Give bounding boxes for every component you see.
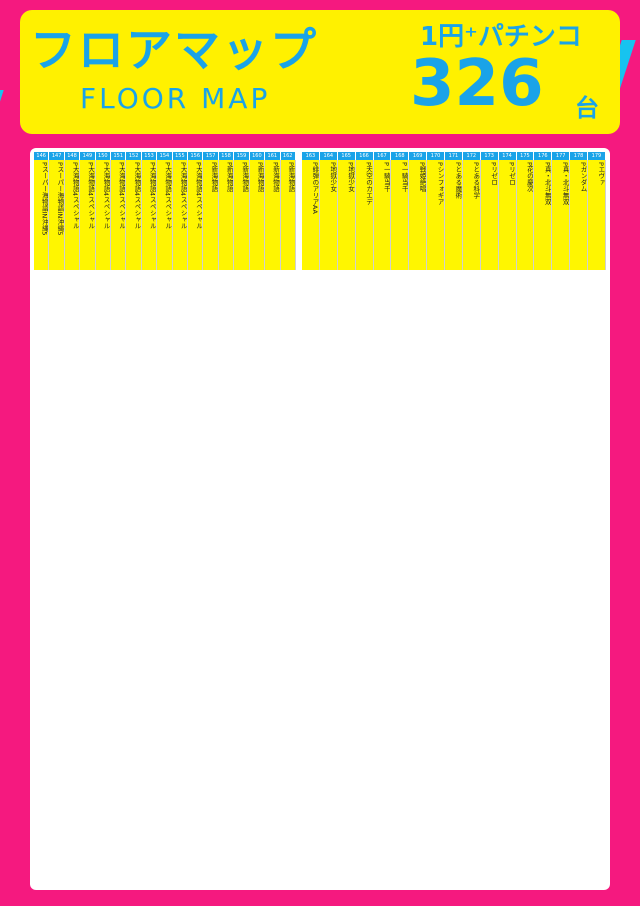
machine-count-unit: 台 (575, 94, 599, 122)
machine-label: Pスーパー海物語IN沖縄5 (34, 160, 50, 270)
machine-number-row: 163 164 165 166 167 168 169 170 171 172 173 174 175 1… (302, 152, 606, 160)
header-banner (20, 10, 620, 134)
machine-number: 169 (409, 152, 428, 160)
machine-count: 326 (410, 47, 544, 121)
machine-number: 149 (80, 152, 96, 160)
machine-label: P大海物語4スペシャル (126, 160, 142, 270)
machine-number: 177 (552, 152, 571, 160)
machine-number: 153 (141, 152, 158, 160)
machine-label: P新海物語 (281, 160, 296, 270)
machine-number-row: 146 147 148 149 150 151 152 153 154 155 156 157 158 1… (34, 152, 296, 160)
machine-number: 155 (172, 152, 189, 160)
machine-number: 147 (49, 152, 65, 160)
machine-label: Pスーパー海物語IN沖縄5 (49, 160, 65, 270)
machine-label: P大海物語4スペシャル (96, 160, 112, 270)
machine-number: 172 (462, 152, 481, 160)
machine-label: P新海物語 (219, 160, 235, 270)
machine-label: Pシンフォギア (427, 160, 445, 270)
machine-number: 173 (480, 152, 499, 160)
machine-number: 170 (427, 152, 445, 160)
machine-type: 1円⁺パチンコ (420, 22, 582, 52)
machine-number: 176 (534, 152, 553, 160)
machine-label: Pリゼロ (499, 160, 517, 270)
machine-label: P大海物語4スペシャル (65, 160, 81, 270)
machine-number: 160 (249, 152, 266, 160)
machine-label: P天空のカエデ (356, 160, 374, 270)
machine-label: P地獄少女 (338, 160, 356, 270)
machine-label: P大海物語4スペシャル (142, 160, 158, 270)
machine-number: 146 (34, 152, 50, 160)
machine-label: Pエヴァ (588, 160, 606, 270)
machine-number: 178 (570, 152, 588, 160)
page-title: フロアマップ (30, 23, 318, 77)
machine-number: 167 (373, 152, 392, 160)
machine-number: 161 (265, 152, 281, 160)
machine-number: 157 (203, 152, 219, 160)
machine-number: 174 (498, 152, 517, 160)
machine-number: 175 (516, 152, 535, 160)
machine-number: 166 (355, 152, 374, 160)
machine-number: 156 (188, 152, 204, 160)
machine-number: 152 (126, 152, 142, 160)
machine-label: P真・北斗無双 (534, 160, 553, 270)
machine-number: 150 (95, 152, 112, 160)
machine-label: P大海物語4スペシャル (157, 160, 173, 270)
machine-number: 171 (445, 152, 463, 160)
machine-number: 162 (280, 152, 296, 160)
machine-island: 146 147 148 149 150 151 152 153 154 155 156 157 158 1… (34, 152, 296, 270)
machine-label: P大海物語4スペシャル (173, 160, 189, 270)
machine-label-row: P緋弾のアリアAA P地獄少女 P地獄少女 P天空のカエデ P一騎当千 P一騎当千 P戦姫絶… (302, 160, 606, 270)
machine-label: P一騎当千 (391, 160, 410, 270)
machine-number: 163 (302, 152, 320, 160)
decor-stripe (0, 90, 4, 150)
machine-number: 154 (157, 152, 173, 160)
machine-label: Pとある魔術 (445, 160, 463, 270)
machine-label: P地獄少女 (320, 160, 338, 270)
machine-label: P緋弾のアリアAA (302, 160, 320, 270)
machine-number: 148 (64, 152, 81, 160)
machine-label: P花の慶次 (517, 160, 535, 270)
machine-label: P真・北斗無双 (552, 160, 571, 270)
machine-island: 163 164 165 166 167 168 169 170 171 172 173 174 175 1… (302, 152, 606, 270)
machine-number: 159 (234, 152, 250, 160)
floor-map: 146 147 148 149 150 151 152 153 154 155 156 157 158 1… (30, 148, 610, 890)
machine-label: Pガンダム (570, 160, 588, 270)
machine-label: P大海物語4スペシャル (188, 160, 204, 270)
machine-label: P大海物語4スペシャル (111, 160, 127, 270)
machine-number: 165 (337, 152, 356, 160)
machine-label: Pとある科学 (463, 160, 481, 270)
machine-label: P一騎当千 (374, 160, 392, 270)
machine-label: P大海物語4スペシャル (80, 160, 96, 270)
machine-number: 179 (588, 152, 606, 160)
machine-label: Pリゼロ (481, 160, 499, 270)
page-title-en: FLOOR MAP (80, 82, 271, 115)
machine-number: 164 (319, 152, 338, 160)
machine-label: P新海物語 (203, 160, 219, 270)
machine-number: 158 (218, 152, 235, 160)
machine-label: P戦姫絶唱 (409, 160, 428, 270)
machine-number: 151 (111, 152, 127, 160)
machine-number: 168 (391, 152, 410, 160)
machine-label: P新海物語 (265, 160, 281, 270)
machine-label-row: Pスーパー海物語IN沖縄5 Pスーパー海物語IN沖縄5 P大海物語4スペシャル P大海… (34, 160, 296, 270)
machine-label: P新海物語 (234, 160, 250, 270)
machine-label: P新海物語 (250, 160, 266, 270)
